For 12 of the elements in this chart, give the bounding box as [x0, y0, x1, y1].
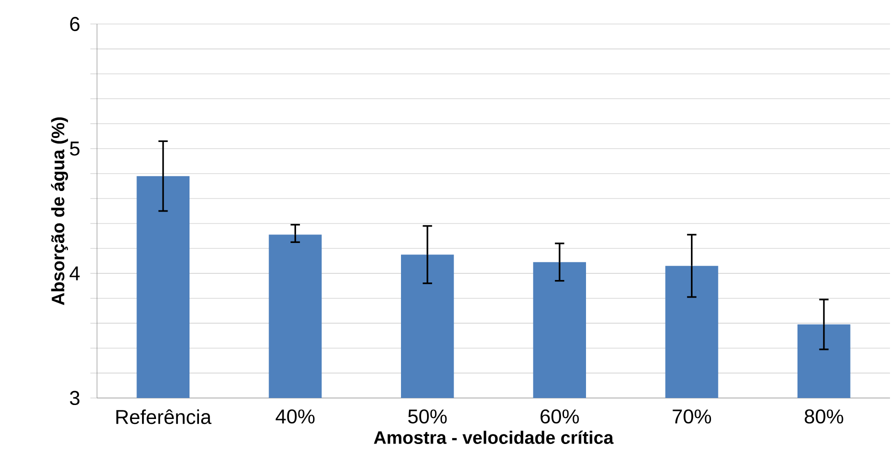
y-tick-label: 5	[70, 142, 80, 156]
y-tick-label: 6	[70, 16, 80, 32]
x-axis-title: Amostra - velocidade crítica	[374, 430, 614, 444]
x-tick-label: 40%	[276, 409, 315, 424]
x-tick-label: 80%	[804, 409, 844, 424]
y-tick-label: 4	[70, 266, 80, 280]
x-tick-label: 70%	[672, 409, 712, 424]
x-tick-label: Referência	[116, 409, 212, 424]
x-tick-label: 60%	[540, 409, 579, 424]
x-tick-label: 50%	[408, 409, 447, 424]
y-tick-label: 3	[70, 390, 80, 406]
y-axis-title: Absorção de água (%)	[51, 117, 68, 306]
